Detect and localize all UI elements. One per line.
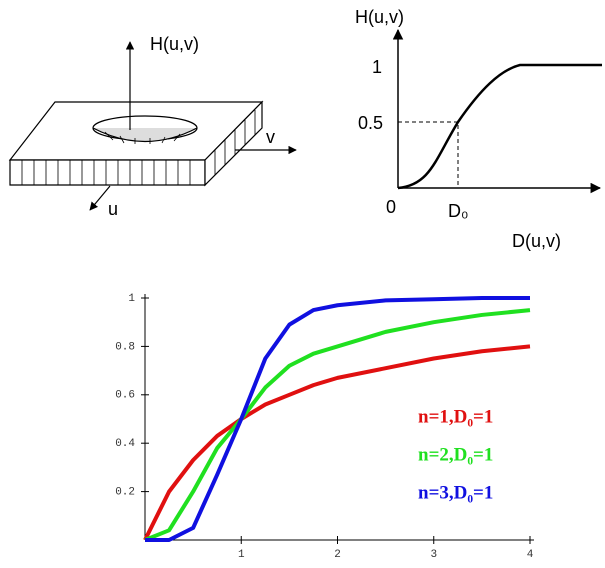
label: 0 xyxy=(386,197,396,217)
label: v xyxy=(266,127,275,147)
label: 0.5 xyxy=(358,113,383,133)
legend-entry: n=3,D₀=1 xyxy=(418,482,493,503)
label: D₀ xyxy=(448,201,468,221)
y-tick-label: 0.8 xyxy=(115,341,135,353)
series-line xyxy=(144,308,531,542)
label: u xyxy=(108,199,118,219)
legend-entry: n=2,D₀=1 xyxy=(418,444,493,465)
label: H(u,v) xyxy=(355,7,404,27)
series-line xyxy=(145,296,530,542)
y-tick-label: 0.4 xyxy=(115,438,135,450)
chart: 0.2 0.4 0.6 0.8 1 1 2 3 4 n=1,D₀=1 n=2,D₀=1 n=3,D₀=… xyxy=(115,293,534,561)
y-tick-label: 0.2 xyxy=(115,487,135,499)
y-tick-label: 0.6 xyxy=(115,390,135,402)
transfer-diagram xyxy=(392,28,602,194)
label: D(u,v) xyxy=(512,231,561,251)
y-tick-label: 1 xyxy=(128,293,135,305)
plate-diagram xyxy=(8,41,297,211)
series-line xyxy=(143,344,531,541)
label: H(u,v) xyxy=(150,34,199,54)
label: 1 xyxy=(372,57,382,77)
x-tick-label: 3 xyxy=(430,549,437,561)
x-tick-label: 4 xyxy=(527,549,534,561)
x-tick-label: 2 xyxy=(334,549,341,561)
legend-entry: n=1,D₀=1 xyxy=(418,406,493,427)
x-tick-label: 1 xyxy=(238,549,245,561)
